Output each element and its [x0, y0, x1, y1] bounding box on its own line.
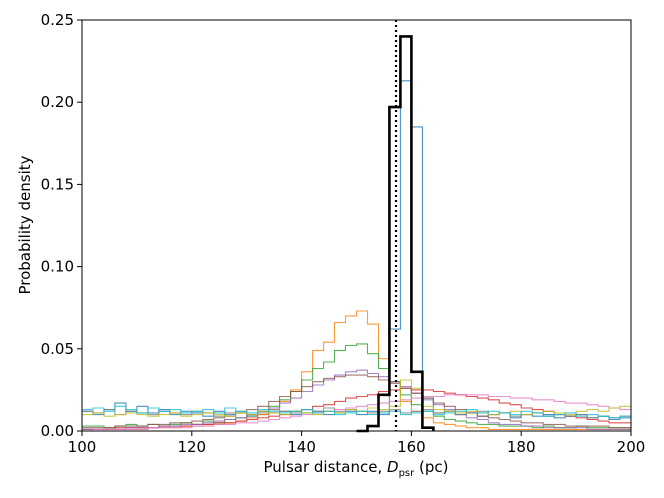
- histogram-series-7: [82, 394, 631, 432]
- x-axis-label-subscript: psr: [399, 468, 416, 479]
- y-tick-label: 0.15: [41, 175, 74, 193]
- series-layer: [82, 35, 631, 433]
- y-tick-label: 0.20: [41, 93, 74, 111]
- y-tick-label: 0.10: [41, 258, 74, 276]
- y-axis-label: Probability density: [16, 155, 34, 294]
- x-axis-label-unit: (pc): [414, 458, 448, 476]
- histogram-series-3: [82, 343, 631, 429]
- histogram-combined: [356, 35, 435, 433]
- x-tick-label: 100: [68, 438, 97, 456]
- x-axis-label-symbol: D: [387, 458, 399, 476]
- x-axis-label: Pulsar distance, Dpsr (pc): [264, 458, 449, 479]
- y-axis-ticks: 0.00 0.05 0.10 0.15 0.20 0.25: [41, 11, 82, 440]
- y-tick-label: 0.25: [41, 11, 74, 29]
- x-tick-label: 160: [397, 438, 426, 456]
- y-tick-label: 0.05: [41, 340, 74, 358]
- histogram-series-5: [82, 369, 631, 430]
- x-axis-ticks: 100 120 140 160 180 200: [68, 431, 646, 456]
- y-tick-label: 0.00: [41, 422, 74, 440]
- x-tick-label: 140: [287, 438, 316, 456]
- histogram-series-6: [82, 374, 631, 429]
- plot-background: [82, 20, 631, 431]
- x-tick-label: 120: [177, 438, 206, 456]
- histogram-series-10: [82, 405, 631, 419]
- x-axis-label-main: Pulsar distance,: [264, 458, 388, 476]
- x-tick-label: 200: [617, 438, 646, 456]
- x-tick-label: 180: [507, 438, 536, 456]
- plot-frame: [81, 19, 632, 432]
